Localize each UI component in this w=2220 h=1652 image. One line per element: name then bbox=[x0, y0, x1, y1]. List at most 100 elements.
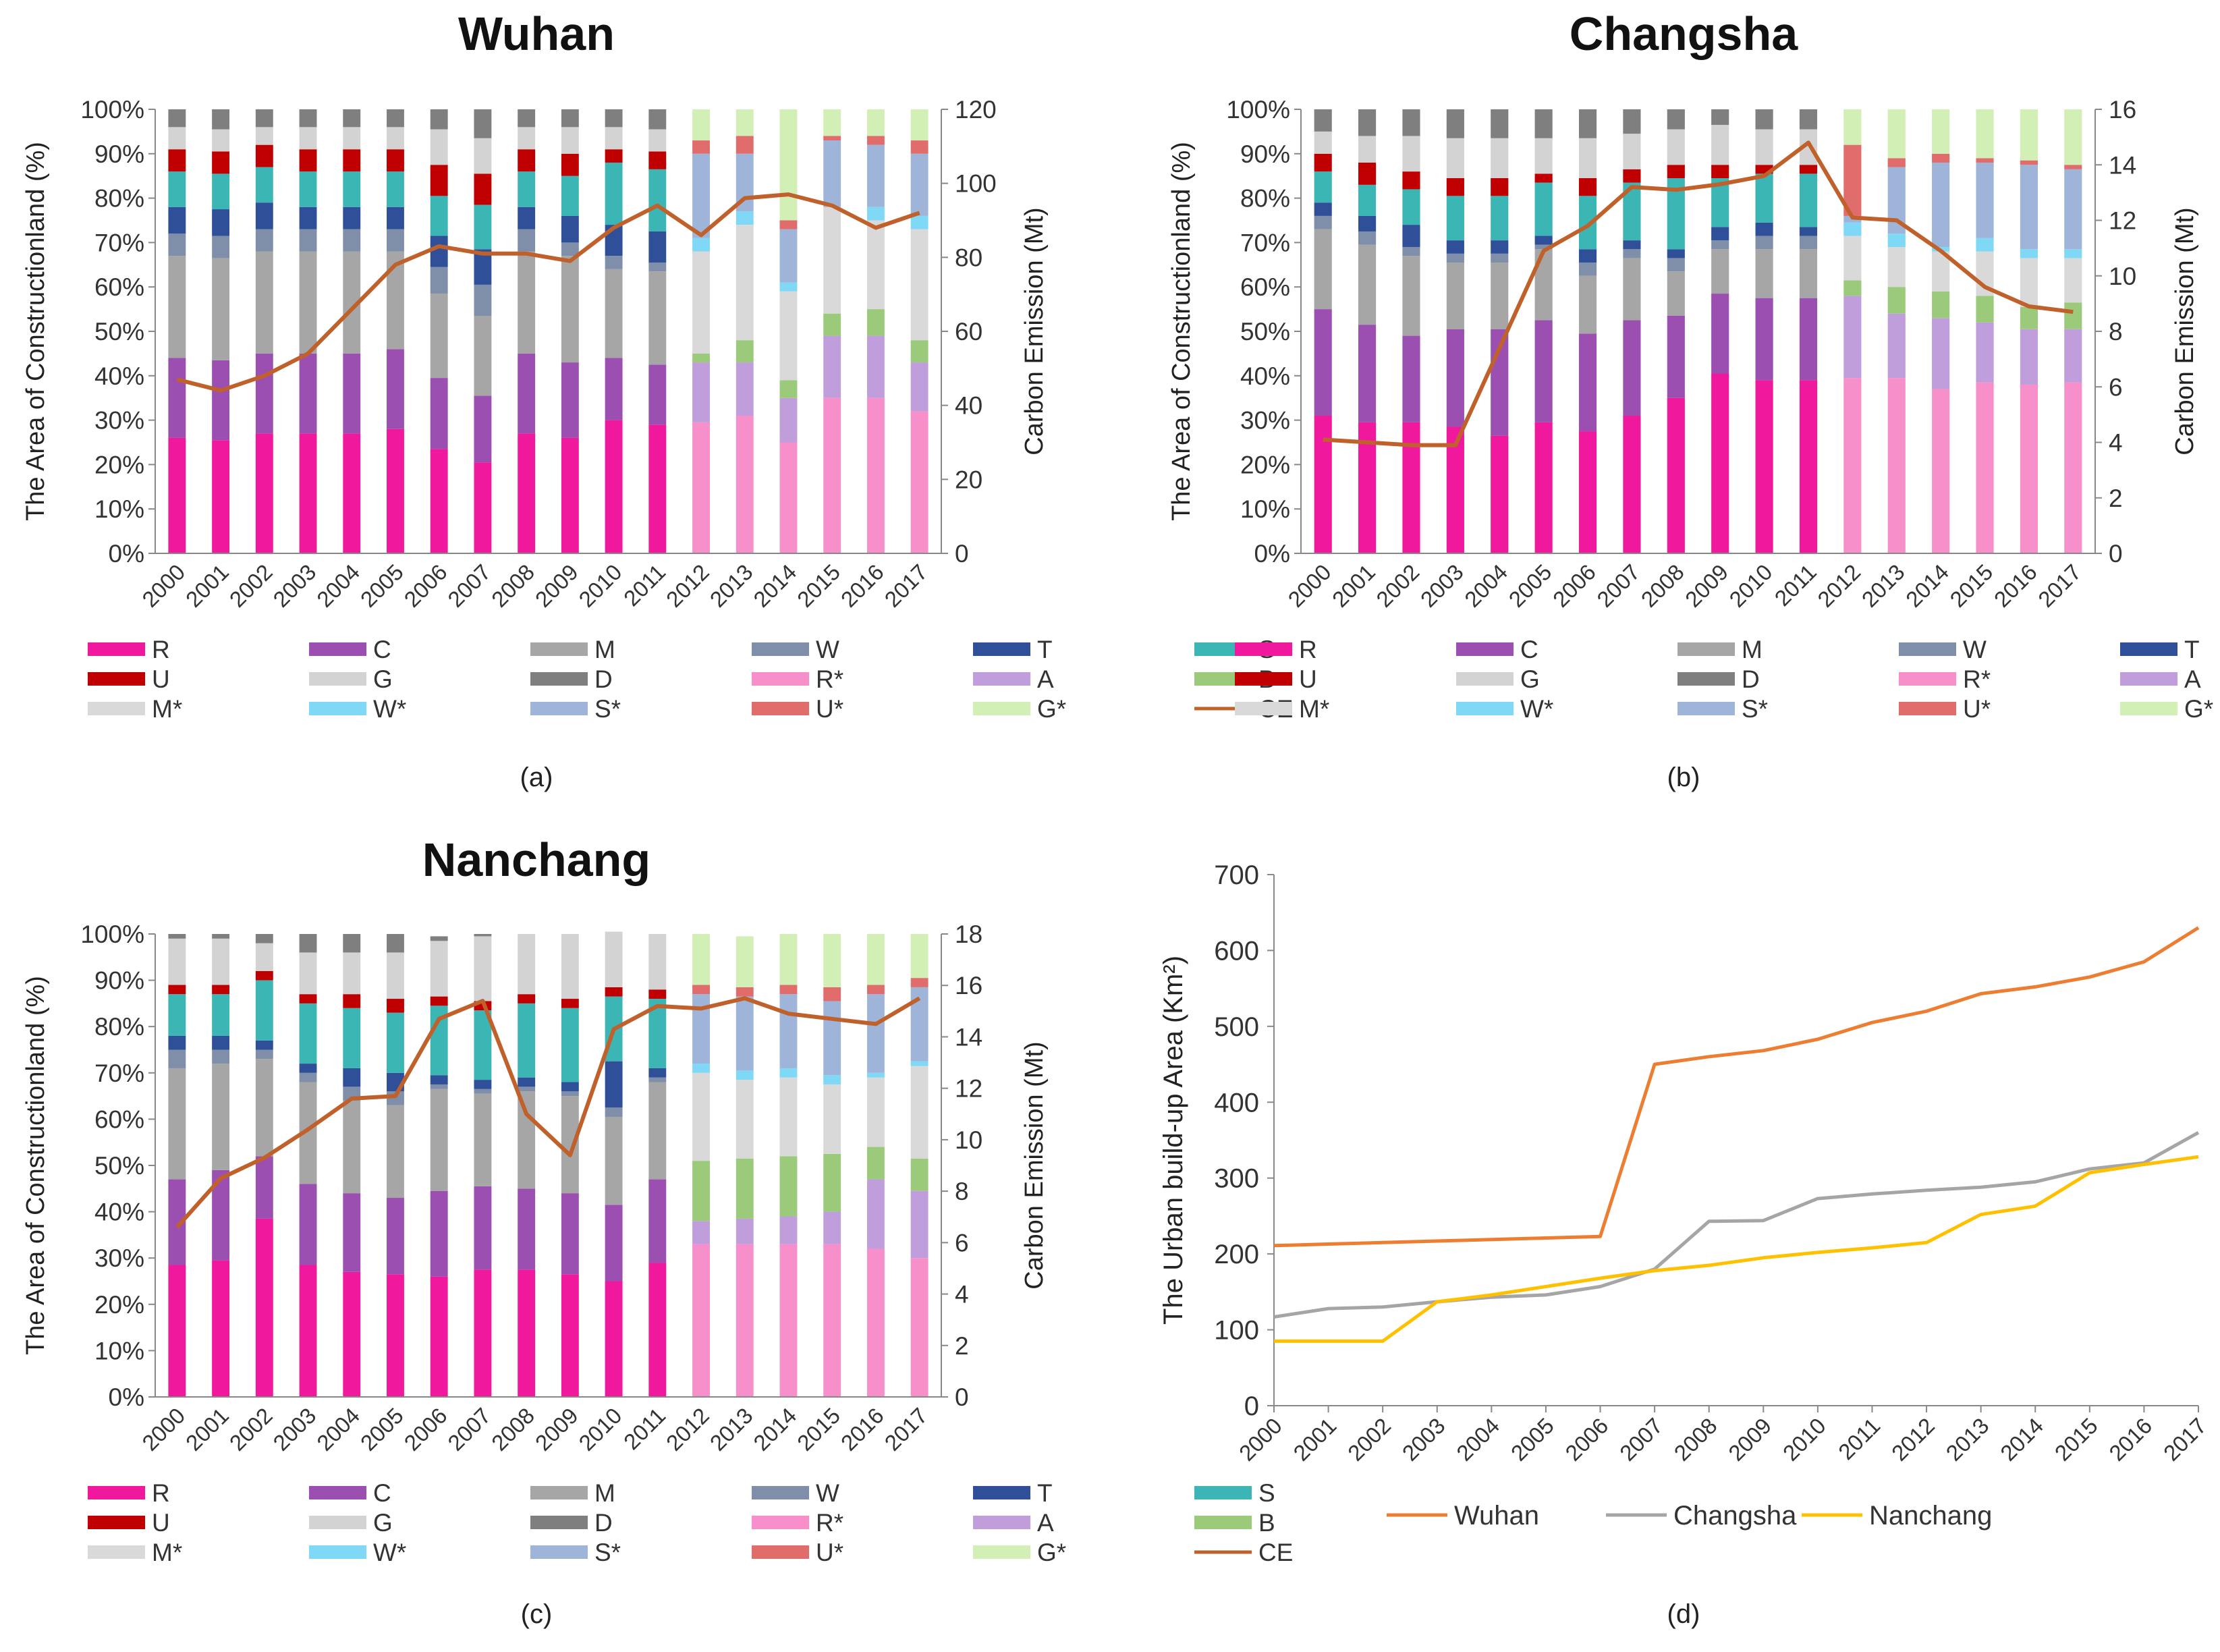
y-tick-label: 400 bbox=[1214, 1088, 1259, 1118]
bar-segment-w bbox=[605, 256, 623, 269]
bar-segment-s bbox=[1535, 183, 1553, 236]
bar-segment-s-star bbox=[1976, 163, 1993, 238]
legend-label: S* bbox=[594, 695, 621, 723]
bar-segment-r-star bbox=[867, 1248, 885, 1397]
x-tick-label: 2013 bbox=[1941, 1413, 1994, 1466]
bar-segment-r bbox=[1314, 416, 1332, 553]
legend-label: W* bbox=[373, 1539, 406, 1566]
bar-segment-m-star bbox=[736, 1080, 754, 1159]
legend-swatch bbox=[1235, 702, 1292, 715]
y-left-tick-label: 0% bbox=[1254, 540, 1290, 568]
x-tick-label: 2003 bbox=[1397, 1413, 1450, 1466]
bar-segment-b bbox=[911, 1159, 928, 1191]
y-left-axis-label: The Area of Constructionland (%) bbox=[22, 976, 50, 1355]
bar-segment-r bbox=[518, 1269, 535, 1397]
y-left-tick-label: 50% bbox=[94, 318, 144, 346]
bar-segment-r bbox=[387, 1274, 404, 1397]
x-tick-label: 2003 bbox=[1416, 559, 1468, 612]
x-tick-label: 2011 bbox=[1833, 1413, 1885, 1464]
bar-segment-g bbox=[1358, 136, 1376, 162]
bar-segment-m-star bbox=[1888, 247, 1906, 287]
bar-segment-c bbox=[648, 364, 666, 424]
bar-segment-a bbox=[1932, 318, 1949, 389]
bar-segment-t bbox=[518, 207, 535, 229]
bar-segment-w-star bbox=[1843, 223, 1861, 236]
bar-segment-r-star bbox=[867, 398, 885, 553]
legend-label: A bbox=[1037, 1509, 1054, 1537]
bar-segment-w bbox=[1667, 258, 1685, 271]
bar-segment-m bbox=[648, 271, 666, 364]
legend-swatch bbox=[88, 702, 145, 715]
bar-segment-m bbox=[168, 1068, 186, 1180]
bar-segment-t bbox=[1491, 240, 1508, 254]
legend-swatch bbox=[530, 1486, 588, 1499]
legend-label: M bbox=[1742, 636, 1763, 663]
chart-title: Changsha bbox=[1570, 7, 1798, 60]
bar-segment-g-star bbox=[1843, 109, 1861, 145]
x-tick-label: 2007 bbox=[443, 559, 495, 612]
bar-segment-u-star bbox=[1932, 154, 1949, 163]
bar-segment-m bbox=[1756, 249, 1773, 298]
bar-segment-g bbox=[648, 130, 666, 152]
bar-segment-s bbox=[605, 163, 623, 225]
bar-segment-w-star bbox=[823, 1075, 841, 1084]
legend-label: W bbox=[1963, 636, 1987, 663]
bar-segment-r-star bbox=[780, 443, 798, 554]
y-left-axis-label: The Area of Constructionland (%) bbox=[1167, 142, 1196, 521]
x-tick-label: 2001 bbox=[181, 1403, 233, 1456]
x-tick-label: 2005 bbox=[356, 559, 408, 612]
x-tick-label: 2000 bbox=[1283, 559, 1336, 612]
bar-segment-w bbox=[1402, 247, 1420, 256]
bar-segment-m bbox=[168, 256, 186, 358]
y-right-axis-label: Carbon Emission (Mt) bbox=[1020, 1041, 1049, 1289]
legend-swatch bbox=[1456, 702, 1514, 715]
y-right-axis-label: Carbon Emission (Mt) bbox=[1020, 207, 1049, 455]
y-right-tick-label: 0 bbox=[955, 1383, 969, 1411]
bar-segment-b bbox=[1888, 287, 1906, 313]
bar-segment-c bbox=[474, 1186, 491, 1269]
bar-segment-w-star bbox=[911, 216, 928, 229]
bar-segment-r bbox=[1402, 422, 1420, 553]
x-tick-label: 2003 bbox=[268, 559, 321, 612]
bar-segment-c bbox=[431, 378, 448, 449]
bar-segment-m bbox=[1491, 263, 1508, 329]
x-tick-label: 2002 bbox=[1371, 559, 1424, 612]
legend-label: M* bbox=[152, 1539, 182, 1566]
y-left-tick-label: 90% bbox=[94, 967, 144, 995]
bar-segment-d bbox=[212, 934, 229, 939]
bar-segment-b bbox=[1976, 296, 1993, 322]
bar-segment-a bbox=[2064, 329, 2082, 383]
bar-segment-u bbox=[1711, 165, 1729, 178]
bar-segment-w bbox=[1447, 254, 1464, 263]
bar-segment-t bbox=[561, 216, 579, 242]
bar-segment-w bbox=[431, 1084, 448, 1089]
bar-segment-w bbox=[212, 1050, 229, 1064]
bar-segment-g-star bbox=[692, 109, 710, 140]
bar-segment-d bbox=[431, 936, 448, 941]
bar-segment-r-star bbox=[911, 1258, 928, 1397]
bar-segment-g bbox=[387, 127, 404, 149]
bar-segment-s-star bbox=[2064, 169, 2082, 249]
x-tick-label: 2016 bbox=[836, 559, 889, 612]
bar-segment-u bbox=[212, 152, 229, 174]
bar-segment-u bbox=[1667, 165, 1685, 178]
bar-segment-g bbox=[343, 127, 360, 149]
bar-segment-u-star bbox=[911, 978, 928, 987]
legend-swatch bbox=[530, 672, 588, 686]
bar-segment-a bbox=[911, 1191, 928, 1258]
bar-segment-u-star bbox=[823, 987, 841, 1001]
x-tick-label: 2006 bbox=[1548, 559, 1601, 612]
bar-segment-r bbox=[300, 1265, 317, 1397]
bar-segment-t bbox=[605, 1062, 623, 1108]
y-left-tick-label: 50% bbox=[94, 1152, 144, 1180]
bar-segment-b bbox=[867, 1147, 885, 1180]
y-left-tick-label: 60% bbox=[1240, 273, 1290, 301]
bar-segment-g bbox=[1535, 138, 1553, 174]
legend-label: D bbox=[594, 1509, 613, 1537]
y-left-tick-label: 70% bbox=[94, 1059, 144, 1087]
legend-swatch bbox=[309, 1486, 366, 1499]
legend-label: W bbox=[816, 636, 839, 663]
legend-label: M* bbox=[1299, 695, 1329, 723]
panel-wuhan: Wuhan0%10%20%30%40%50%60%70%80%90%100%02… bbox=[22, 7, 1293, 792]
bar-segment-t bbox=[300, 207, 317, 229]
